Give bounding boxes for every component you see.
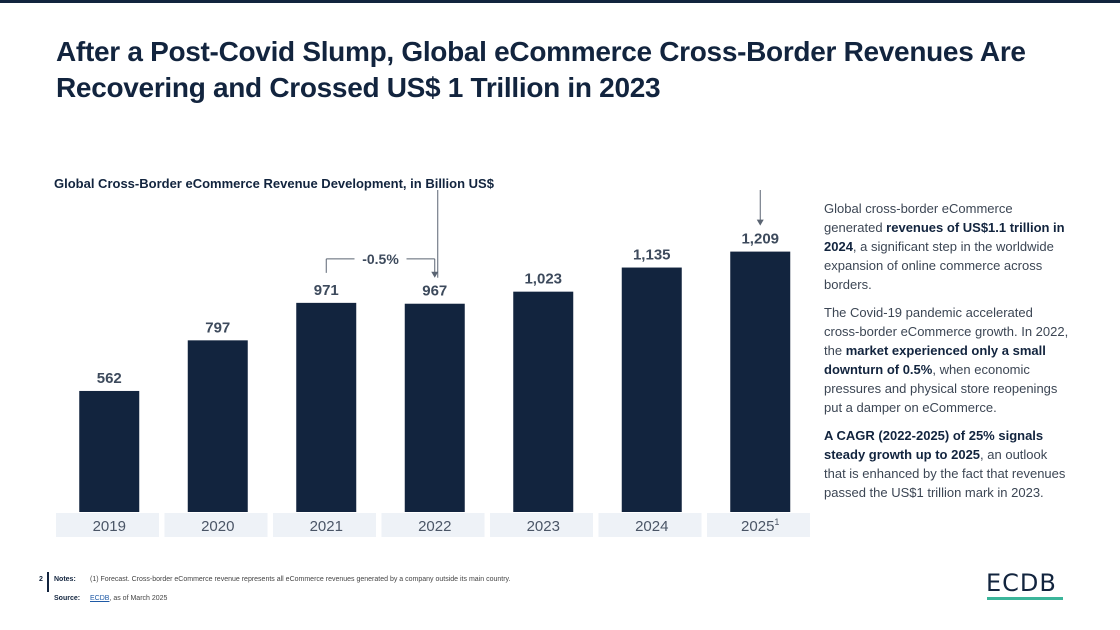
tick-label-2024: 2024 [635,518,668,535]
annotation-decline-arrowhead [431,271,439,278]
tick-label-2020: 2020 [201,518,234,535]
value-label-2020: 797 [205,319,230,336]
value-label-2022: 967 [422,283,447,300]
annotation-growth-arrowhead [756,219,764,226]
bar-2025 [730,251,791,512]
logo-underline [987,597,1063,600]
sidebar-paragraph-2: The Covid-19 pandemic accelerated cross-… [824,305,1069,415]
tick-label-2021: 2021 [310,518,343,535]
sidebar-text: Global cross-border eCommerce generated … [824,199,1070,511]
tick-label-2019: 2019 [93,518,126,535]
bar-2021 [296,302,357,512]
chart-title: Global Cross-Border eCommerce Revenue De… [54,176,494,191]
sidebar-paragraph-1: Global cross-border eCommerce generated … [824,201,1065,292]
value-label-2025: 1,209 [741,231,779,248]
source-text: ECDB, as of March 2025 [90,595,168,602]
ecdb-logo: ECDB [986,569,1057,597]
tick-label-2023: 2023 [527,518,560,535]
x-axis-band [707,513,810,537]
bar-2022 [404,303,465,512]
bar-2023 [513,291,574,512]
tick-label-2022: 2022 [418,518,451,535]
value-label-2023: 1,023 [524,271,562,288]
x-axis-band [273,513,376,537]
tick-label-2025: 20251 [741,517,779,535]
sidebar-paragraph-3: A CAGR (2022-2025) of 25% signals steady… [824,428,1066,500]
bar-chart: 562 2019 797 2020 971 2021 967 2022 1,023 2023 1,1… [56,190,810,537]
value-label-2024: 1,135 [633,247,671,264]
x-axis-band [56,513,159,537]
bar-2024 [621,267,682,512]
page-title: After a Post-Covid Slump, Global eCommer… [56,36,1026,103]
x-axis-band [164,513,268,537]
top-border [0,0,1120,3]
value-label-2021: 971 [314,282,339,299]
annotation-decline-label: -0.5% [362,251,399,267]
source-link[interactable]: ECDB [90,595,110,602]
x-axis-band [381,513,485,537]
bar-2019 [79,390,140,512]
value-label-2019: 562 [97,370,122,387]
page-number: 2 [39,576,43,583]
x-axis-band [598,513,702,537]
x-axis-band [490,513,593,537]
source-label: Source: [54,595,81,602]
bar-2020 [187,340,248,512]
page-number-divider [47,572,49,592]
notes-label: Notes: [54,576,76,583]
notes-text: (1) Forecast. Cross-border eCommerce rev… [90,576,511,583]
